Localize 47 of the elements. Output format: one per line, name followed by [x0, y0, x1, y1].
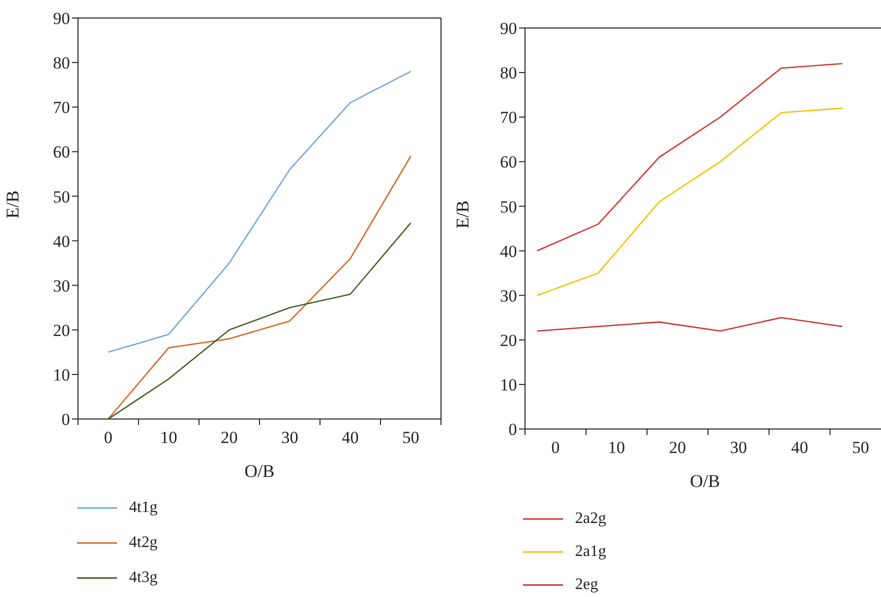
y-tick-label: 90 — [500, 19, 517, 38]
y-tick-label: 80 — [500, 64, 517, 83]
x-tick-label: 10 — [608, 438, 626, 457]
x-axis-title: O/B — [690, 471, 720, 491]
x-tick-label: 50 — [402, 428, 420, 447]
x-tick-label: 30 — [730, 438, 748, 457]
x-tick-label: 20 — [669, 438, 686, 457]
y-tick-label: 20 — [53, 320, 70, 340]
y-tick-label: 50 — [500, 197, 517, 216]
y-axis-title: E/B — [452, 200, 472, 228]
y-tick-label: 50 — [53, 187, 70, 206]
y-tick-label: 20 — [500, 330, 517, 350]
legend-label: 2a2g — [575, 510, 606, 528]
y-tick-label: 10 — [500, 375, 517, 394]
x-tick-label: 30 — [281, 428, 298, 447]
y-tick-label: 30 — [500, 286, 517, 306]
y-tick-label: 10 — [53, 365, 70, 384]
y-tick-label: 0 — [62, 410, 70, 430]
y-tick-label: 70 — [53, 98, 70, 118]
y-tick-label: 60 — [53, 142, 70, 162]
x-tick-label: 50 — [852, 438, 870, 457]
y-tick-label: 40 — [500, 242, 517, 261]
line-series — [108, 222, 412, 419]
x-tick-label: 40 — [342, 428, 359, 447]
line-series — [536, 62, 843, 252]
x-axis-title: O/B — [244, 461, 275, 481]
x-tick-label: 40 — [791, 438, 808, 457]
y-axis-title: E/B — [2, 190, 22, 218]
legend-label: 2eg — [575, 576, 598, 594]
line-series — [108, 70, 412, 353]
y-tick-label: 30 — [53, 276, 70, 296]
legend-label: 4t2g — [129, 534, 158, 552]
y-tick-label: 60 — [500, 152, 517, 172]
line-series — [536, 108, 843, 296]
x-tick-label: 20 — [220, 428, 238, 447]
y-tick-label: 70 — [500, 108, 517, 128]
y-tick-label: 80 — [53, 54, 70, 73]
x-tick-label: 0 — [551, 438, 560, 457]
legend-label: 4t1g — [129, 498, 158, 516]
y-tick-label: 40 — [53, 232, 70, 251]
y-tick-label: 90 — [53, 9, 70, 28]
legend-label: 2a1g — [575, 542, 606, 560]
line-series — [536, 316, 843, 332]
x-tick-label: 10 — [160, 428, 178, 447]
x-tick-label: 0 — [104, 428, 112, 447]
line-series — [108, 155, 412, 419]
legend-label: 4t3g — [129, 568, 158, 586]
